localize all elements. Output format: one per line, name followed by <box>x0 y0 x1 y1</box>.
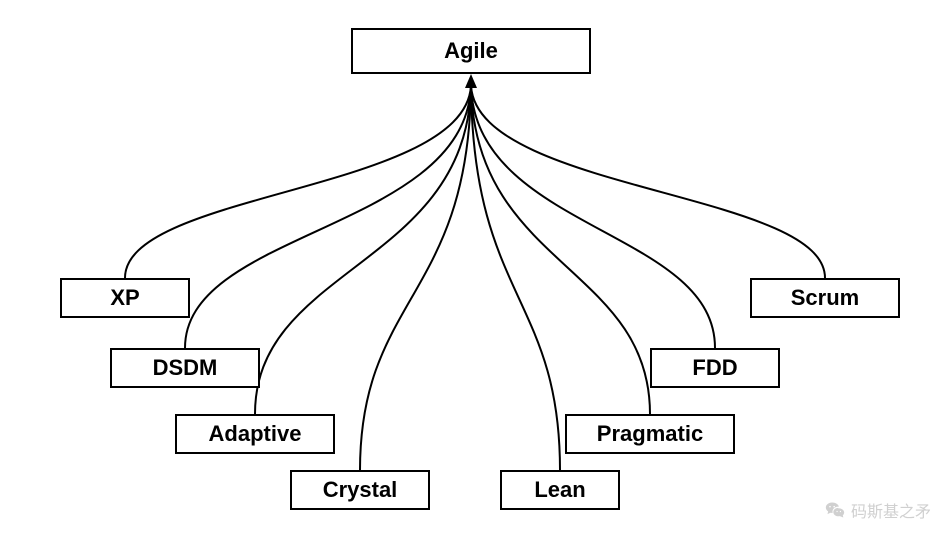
node-agile: Agile <box>351 28 591 74</box>
edge-crystal <box>360 86 471 470</box>
node-dsdm: DSDM <box>110 348 260 388</box>
node-pragmatic: Pragmatic <box>565 414 735 454</box>
edge-pragmatic <box>471 86 650 414</box>
watermark-text: 码斯基之矛 <box>851 498 931 522</box>
node-crystal: Crystal <box>290 470 430 510</box>
edge-adaptive <box>255 86 471 414</box>
arrowhead-icon <box>465 74 477 88</box>
watermark: 码斯基之矛 <box>825 498 931 522</box>
edge-lean <box>471 86 560 470</box>
node-adaptive: Adaptive <box>175 414 335 454</box>
diagram-edges <box>0 0 951 540</box>
edge-dsdm <box>185 86 471 348</box>
node-scrum: Scrum <box>750 278 900 318</box>
edge-xp <box>125 86 471 278</box>
edge-fdd <box>471 86 715 348</box>
node-xp: XP <box>60 278 190 318</box>
node-lean: Lean <box>500 470 620 510</box>
node-fdd: FDD <box>650 348 780 388</box>
wechat-icon <box>825 500 845 520</box>
agile-tree-diagram: Agile XP DSDM Adaptive Crystal Lean Pragmatic F… <box>0 0 951 540</box>
edge-scrum <box>471 86 825 278</box>
